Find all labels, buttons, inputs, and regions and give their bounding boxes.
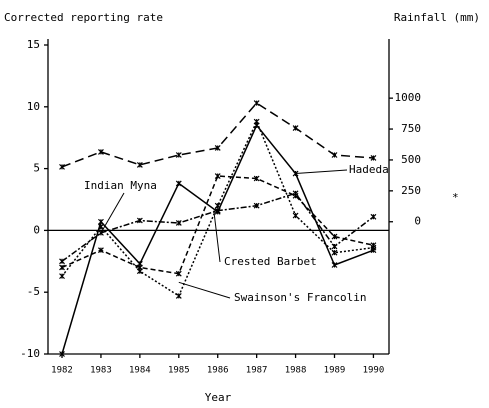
point-marker [331, 243, 338, 250]
point-marker [59, 264, 65, 271]
point-marker [59, 163, 65, 170]
label-arrow [213, 210, 221, 263]
point-marker [175, 270, 182, 277]
point-marker [370, 213, 377, 220]
x-tick-label: 1985 [168, 366, 190, 376]
y-axis-label: Corrected reporting rate [4, 11, 163, 24]
point-marker [98, 218, 104, 225]
point-marker [331, 233, 338, 240]
series-label: Hadeda [349, 163, 389, 176]
label-arrow [295, 169, 348, 175]
point-marker [136, 161, 143, 168]
y-tick-label: 0 [33, 223, 40, 236]
y2-tick-label: 500 [401, 153, 421, 166]
y2-tick-label: 0 [414, 215, 421, 228]
point-marker [59, 273, 65, 280]
y-tick-label: 15 [27, 38, 40, 51]
point-marker [136, 217, 143, 224]
point-marker [253, 100, 260, 107]
y2-tick-label: 1000 [395, 91, 422, 104]
y-tick-label: -5 [27, 285, 40, 298]
point-marker [175, 292, 182, 299]
y2-tick-label: 250 [401, 184, 421, 197]
point-marker [214, 173, 221, 179]
x-tick-label: 1990 [363, 366, 385, 376]
x-tick-label: 1987 [246, 366, 268, 376]
point-marker [214, 202, 221, 209]
x-tick-label: 1988 [285, 366, 307, 376]
point-marker [292, 170, 299, 177]
point-marker [98, 223, 104, 230]
point-marker [331, 152, 338, 158]
point-marker [370, 155, 377, 161]
label-arrow [178, 281, 231, 299]
y2-tick-label: 750 [401, 122, 421, 135]
x-tick-label: 1989 [324, 366, 346, 376]
x-tick-label: 1984 [129, 366, 151, 376]
series-label: Indian Myna [84, 179, 157, 192]
series-line [61, 175, 374, 275]
point-marker [214, 207, 221, 214]
point-marker [370, 244, 377, 251]
point-marker [175, 180, 182, 187]
point-marker [98, 247, 104, 254]
series-label: Crested Barbet [224, 255, 317, 268]
series-line [61, 102, 374, 168]
series-label: Swainson's Francolin [234, 291, 366, 304]
point-marker [59, 351, 65, 357]
x-tick-label: 1982 [51, 366, 73, 376]
point-marker [292, 192, 299, 199]
point-marker [292, 125, 299, 131]
point-marker [59, 258, 65, 265]
point-marker [253, 202, 260, 209]
x-tick-label: 1986 [207, 366, 229, 376]
annotation: * [452, 191, 459, 204]
point-marker [331, 249, 338, 256]
point-marker [292, 212, 299, 219]
point-marker [253, 118, 260, 125]
x-axis-label: Year [205, 391, 232, 404]
point-marker [214, 145, 221, 151]
y-tick-label: 10 [27, 100, 40, 113]
y-tick-label: -10 [20, 347, 40, 360]
x-tick-label: 1983 [90, 366, 112, 376]
point-marker [175, 152, 182, 158]
series-line [61, 119, 374, 298]
y-tick-label: 5 [33, 162, 40, 175]
y2-axis-label: Rainfall (mm) [394, 11, 480, 24]
point-marker [253, 175, 260, 182]
point-marker [331, 262, 338, 268]
point-marker [136, 268, 143, 275]
label-arrow [100, 192, 125, 234]
point-marker [98, 148, 104, 155]
point-marker [175, 220, 182, 226]
